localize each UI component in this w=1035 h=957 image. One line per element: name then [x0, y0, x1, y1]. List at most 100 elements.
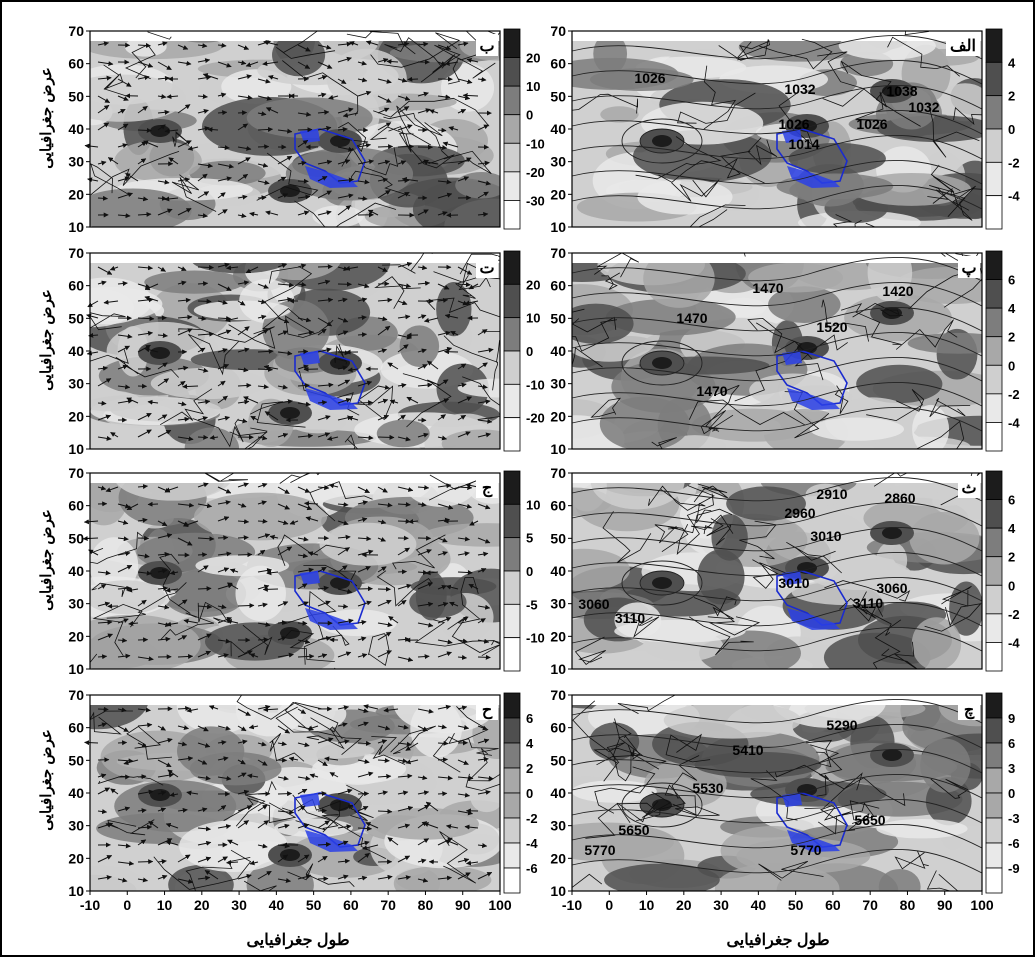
border-line [448, 733, 499, 756]
border-line [90, 349, 129, 364]
x-tick-label: 20 [194, 897, 210, 913]
shading-patch [572, 822, 674, 862]
wind-arrow [437, 585, 447, 590]
contour-label: 2860 [884, 490, 915, 506]
wind-arrow [357, 77, 368, 83]
y-tick-label: 60 [68, 278, 84, 294]
border-line [275, 706, 362, 756]
wind-arrow [166, 621, 179, 627]
wind-arrow [157, 533, 173, 539]
wind-arrow [157, 636, 171, 642]
colorbar-right-1: 4 2 0 -2 -4 [985, 28, 1020, 230]
wind-arrow [417, 601, 434, 607]
panel-left-4: ح [84, 694, 501, 892]
shading-patch [457, 378, 500, 398]
border-line [230, 624, 273, 657]
wind-arrow [477, 790, 491, 795]
wind-arrow [317, 432, 331, 438]
wind-arrow [144, 283, 159, 291]
wind-arrow [317, 190, 332, 199]
wind-arrow [97, 280, 107, 286]
panel-letter-box [946, 34, 980, 56]
contour-line [571, 257, 983, 282]
wind-arrow [327, 436, 339, 441]
wind-arrow [357, 500, 368, 506]
wind-arrow [217, 775, 232, 781]
wind-arrow [337, 722, 348, 728]
wind-arrow [237, 347, 250, 353]
shading-patch [235, 565, 286, 622]
x-tick-label: 100 [488, 897, 512, 913]
wind-arrow [377, 297, 393, 303]
wind-arrow [197, 856, 212, 863]
shading-patch [158, 790, 259, 812]
contour-label: 5290 [826, 717, 857, 733]
border-line [758, 860, 824, 881]
wind-arrow [444, 313, 459, 319]
y-tick-label: 20 [550, 850, 566, 866]
y-tick-label: 10 [550, 661, 566, 677]
wind-arrow [297, 349, 309, 355]
y-tick-label: 20 [68, 186, 84, 202]
panel-left-2: ت [86, 252, 501, 450]
wind-arrow [377, 790, 388, 796]
wind-arrow [197, 264, 214, 270]
border-line [462, 376, 500, 420]
wind-arrow [437, 44, 452, 51]
wind-arrow [177, 436, 194, 442]
panel-letter: ت [479, 260, 494, 277]
wind-arrow [337, 107, 354, 114]
wind-arrow [137, 742, 148, 748]
wind-arrow [177, 177, 191, 183]
wind-arrow [277, 878, 291, 883]
wind-arrow [297, 805, 306, 812]
border-line [706, 518, 732, 546]
wind-arrow [217, 824, 232, 829]
colorbar-segment [985, 556, 1003, 586]
wind-arrow [197, 434, 209, 440]
shading-patch [876, 541, 908, 580]
wind-arrow [317, 61, 333, 69]
wind-arrow [177, 599, 188, 607]
shading-patch [193, 492, 328, 541]
colorbar-segment [985, 422, 1003, 452]
border-line [916, 420, 965, 449]
wind-arrow [157, 737, 173, 744]
border-line [752, 559, 790, 589]
colorbar-tick-label: -10 [526, 631, 545, 646]
wind-arrow [117, 213, 131, 219]
wind-arrow [237, 482, 249, 488]
panel-letter: ب [479, 38, 494, 55]
border-line [574, 636, 606, 665]
wind-arrow [337, 739, 350, 745]
wind-arrow [237, 759, 246, 765]
shading-patch [856, 364, 943, 404]
wind-arrow [277, 128, 293, 134]
contour-line [639, 128, 685, 154]
border-line [620, 614, 660, 638]
wind-arrow [277, 725, 291, 734]
colorbar-segment [985, 364, 1003, 395]
wind-arrow [317, 210, 332, 216]
wind-vectors [86, 260, 494, 442]
y-tick-label: 10 [68, 883, 84, 899]
wind-arrow [277, 193, 289, 199]
wind-arrow [397, 773, 413, 779]
wind-arrow [137, 344, 151, 353]
wind-arrow [97, 104, 110, 114]
shading-patch [911, 617, 962, 669]
wind-arrow [317, 109, 330, 115]
y-tick-label: 70 [550, 687, 566, 703]
wind-arrow [197, 298, 212, 304]
wind-arrow [457, 654, 467, 660]
wind-arrow [357, 600, 372, 607]
wind-arrow [97, 400, 107, 406]
wind-arrow [357, 297, 368, 303]
shading-patch [231, 420, 286, 444]
wind-arrow [217, 192, 226, 199]
wind-arrow [197, 93, 208, 99]
x-tick-label: 50 [306, 897, 322, 913]
y-tick-label: 20 [550, 408, 566, 424]
contour-label: 5650 [618, 822, 649, 838]
wind-arrow [197, 191, 210, 199]
